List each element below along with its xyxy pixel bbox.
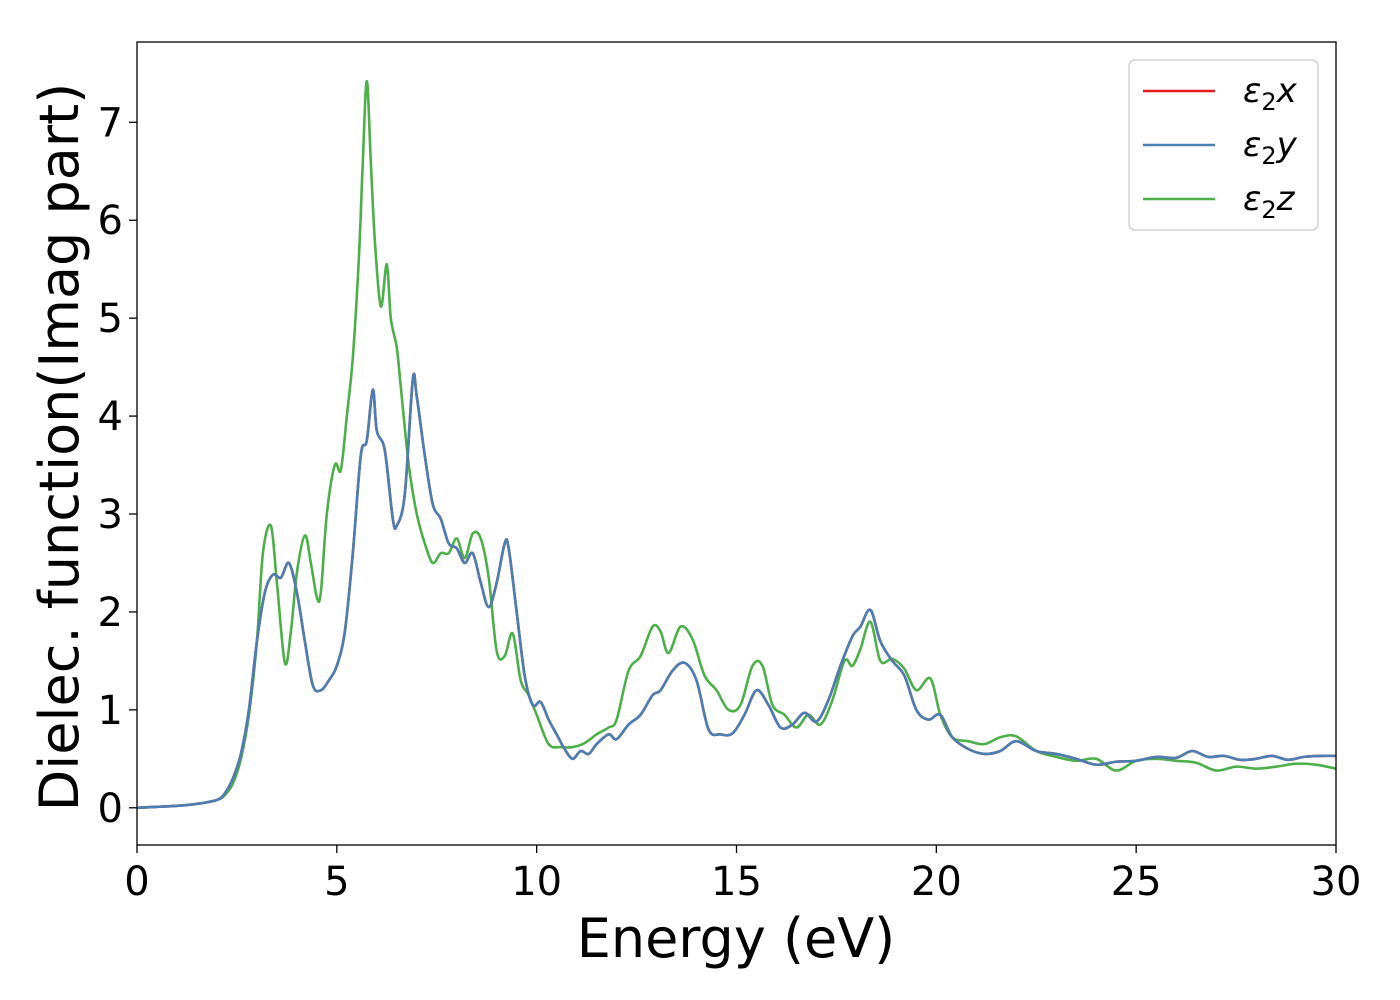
y-tick-label: 0 [98, 786, 123, 832]
legend-epsilon: ε [1243, 125, 1261, 165]
legend-label-e2y: ε2y [1243, 125, 1298, 170]
legend-epsilon: ε [1243, 179, 1261, 219]
y-tick-label: 5 [98, 296, 123, 342]
legend-label-e2x: ε2x [1243, 71, 1298, 116]
series-line-e2y [137, 372, 1336, 810]
legend-label-e2z: ε2z [1243, 179, 1296, 224]
legend-subscript: 2 [1261, 142, 1276, 170]
y-tick-label: 3 [98, 492, 123, 538]
x-tick-label: 20 [911, 859, 962, 905]
x-tick-label: 5 [324, 859, 349, 905]
series-layer [137, 79, 1336, 810]
y-tick-label: 6 [98, 198, 123, 244]
x-tick-label: 30 [1311, 859, 1362, 905]
series-line-e2z [137, 79, 1336, 810]
y-tick-label: 7 [98, 100, 123, 146]
legend-box [1128, 59, 1319, 231]
y-axis-label: Dielec. function(Imag part) [28, 83, 91, 812]
x-tick-label: 25 [1111, 859, 1162, 905]
legend-subscript: 2 [1261, 196, 1276, 224]
legend-component: y [1276, 125, 1298, 165]
x-tick-label: 15 [711, 859, 762, 905]
x-tick-label: 0 [124, 859, 149, 905]
legend-component: x [1276, 71, 1298, 111]
x-tick-label: 10 [511, 859, 562, 905]
y-axis-ticks: 0 1 2 3 4 5 6 7 [98, 100, 137, 832]
x-axis-ticks: 0 5 10 15 20 25 30 [124, 845, 1361, 905]
x-axis-label: Energy (eV) [577, 907, 896, 970]
legend-subscript: 2 [1261, 88, 1276, 116]
legend-epsilon: ε [1243, 71, 1261, 111]
y-tick-label: 2 [98, 590, 123, 636]
y-tick-label: 1 [98, 688, 123, 734]
legend-component: z [1276, 179, 1296, 219]
y-tick-label: 4 [98, 394, 123, 440]
